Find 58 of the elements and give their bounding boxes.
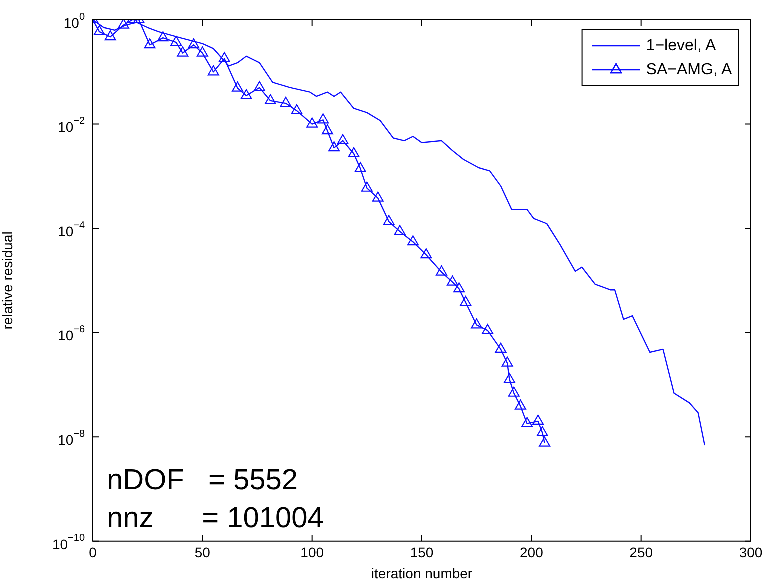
point bbox=[188, 38, 200, 49]
x-tick-label: 150 bbox=[410, 544, 434, 561]
point bbox=[280, 96, 292, 108]
point bbox=[504, 373, 516, 384]
point bbox=[394, 225, 406, 236]
point bbox=[361, 182, 373, 192]
point bbox=[454, 282, 466, 293]
point bbox=[240, 89, 252, 100]
legend-label: 1−level, A bbox=[646, 37, 716, 54]
point bbox=[407, 236, 419, 246]
x-tick-label: 200 bbox=[520, 544, 544, 561]
point bbox=[157, 32, 169, 42]
point bbox=[354, 162, 366, 172]
point bbox=[522, 417, 534, 428]
point bbox=[495, 342, 507, 354]
point bbox=[144, 38, 156, 49]
point bbox=[514, 400, 526, 410]
point bbox=[337, 134, 349, 144]
annotation: nnz = 101004 bbox=[107, 502, 324, 534]
point bbox=[232, 82, 244, 92]
annotation: nDOF = 5552 bbox=[107, 464, 298, 496]
point bbox=[508, 386, 520, 397]
point bbox=[291, 104, 303, 115]
point bbox=[104, 30, 116, 41]
point bbox=[539, 436, 551, 447]
point bbox=[372, 192, 384, 202]
point bbox=[532, 414, 544, 425]
point bbox=[446, 276, 458, 286]
x-tick-label: 100 bbox=[300, 544, 324, 561]
point bbox=[536, 426, 548, 437]
point bbox=[471, 318, 483, 329]
point bbox=[322, 124, 334, 135]
x-tick-label: 250 bbox=[630, 544, 654, 561]
point bbox=[482, 324, 494, 334]
point bbox=[383, 215, 395, 226]
point bbox=[436, 266, 448, 276]
legend-label: SA−AMG, A bbox=[646, 61, 732, 78]
point bbox=[348, 147, 360, 158]
x-tick-label: 50 bbox=[194, 544, 211, 561]
point bbox=[318, 114, 330, 124]
point bbox=[218, 52, 230, 62]
point bbox=[420, 248, 432, 259]
point bbox=[502, 356, 514, 367]
point bbox=[328, 142, 340, 152]
point bbox=[177, 46, 189, 57]
point bbox=[170, 36, 182, 46]
x-tick-label: 300 bbox=[739, 544, 763, 561]
point bbox=[208, 66, 220, 76]
point bbox=[94, 25, 106, 36]
point bbox=[196, 46, 208, 57]
x-axis-title: iteration number bbox=[371, 565, 473, 582]
point bbox=[254, 81, 266, 92]
point bbox=[460, 296, 472, 306]
point bbox=[264, 94, 276, 105]
y-axis-title: relative residual bbox=[0, 232, 16, 330]
point bbox=[306, 118, 318, 128]
point bbox=[118, 20, 130, 29]
x-tick-label: 0 bbox=[89, 544, 98, 561]
